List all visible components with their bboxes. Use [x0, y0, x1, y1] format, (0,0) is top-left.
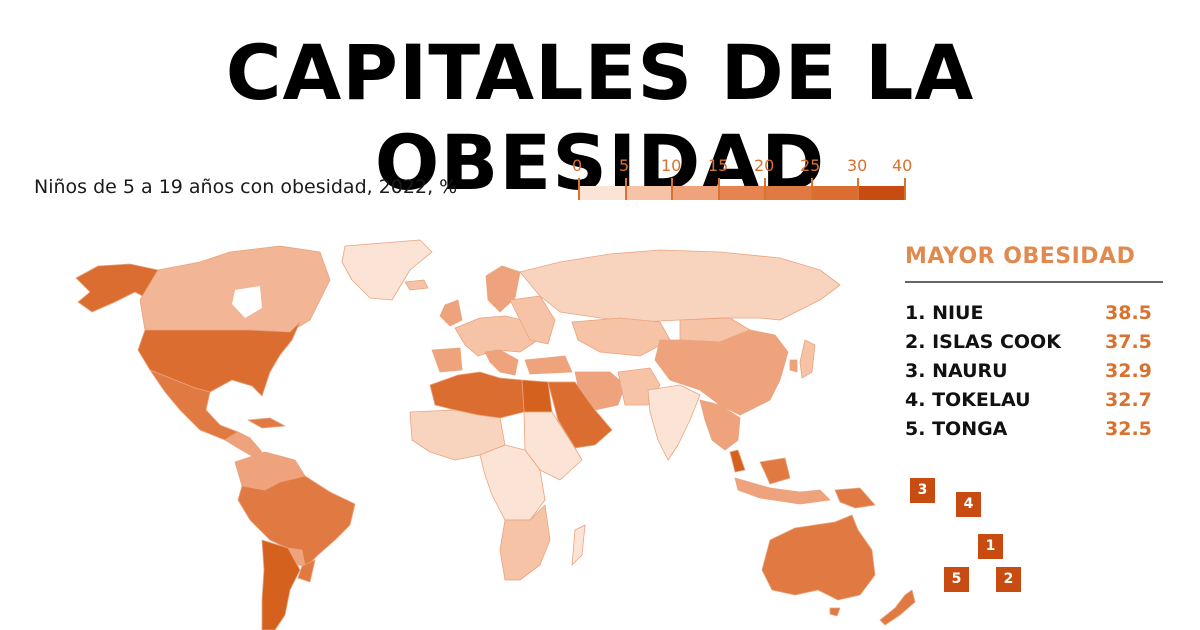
- obesity-value: 32.5: [1105, 418, 1152, 440]
- region-russia: [519, 249, 841, 323]
- legend-label-40: 40: [892, 156, 913, 175]
- legend-label-10: 10: [661, 156, 682, 175]
- region-new-zealand: [879, 589, 916, 626]
- obesity-value: 37.5: [1105, 331, 1152, 353]
- legend-tick: [718, 178, 720, 200]
- legend-tick: [811, 178, 813, 200]
- legend-tick: [578, 178, 580, 200]
- ranking-list: 1. NIUE 38.5 2. ISLAS COOK 37.5 3. NAURU…: [905, 299, 1163, 444]
- region-alaska: [75, 263, 159, 313]
- ranking-item: 5. TONGA 32.5: [905, 415, 1163, 444]
- country-name: TOKELAU: [932, 389, 1031, 411]
- legend-tick: [671, 178, 673, 200]
- region-mexico: [149, 369, 239, 441]
- region-madagascar: [571, 524, 586, 566]
- legend-bin-30-40: [857, 186, 905, 200]
- badge-nauru: 3: [910, 478, 935, 503]
- region-southern-cone: [261, 539, 301, 630]
- legend-label-15: 15: [708, 156, 729, 175]
- region-japan: [799, 339, 816, 379]
- obesity-value: 32.7: [1105, 389, 1152, 411]
- legend-label-25: 25: [800, 156, 821, 175]
- badge-islas-cook: 2: [996, 567, 1021, 592]
- region-greenland: [341, 239, 433, 301]
- region-australia: [761, 514, 876, 601]
- region-arabian-peninsula: [547, 381, 613, 449]
- legend-color-bar: [578, 186, 905, 200]
- region-southern-africa: [499, 504, 551, 581]
- ranking-item: 3. NAURU 32.9: [905, 357, 1163, 386]
- region-canada: [139, 245, 331, 333]
- region-papua: [834, 487, 876, 509]
- country-name: NIUE: [932, 302, 984, 324]
- rank-number: 4.: [905, 389, 926, 411]
- panel-title: MAYOR OBESIDAD: [905, 244, 1136, 269]
- region-turkey: [524, 355, 573, 375]
- legend-bin-25-30: [811, 186, 857, 200]
- legend-tick: [857, 178, 859, 200]
- region-central-america: [224, 431, 263, 457]
- map-subtitle: Niños de 5 a 19 años con obesidad, 2022,…: [34, 176, 458, 198]
- region-south-america-central: [237, 475, 356, 569]
- legend-bin-10-15: [671, 186, 718, 200]
- region-egypt: [521, 379, 553, 413]
- page-title: CAPITALES DE LA OBESIDAD: [225, 28, 975, 207]
- region-southeast-asia: [699, 399, 741, 451]
- obesity-value: 38.5: [1105, 302, 1152, 324]
- region-western-europe: [454, 315, 539, 357]
- region-china: [654, 329, 789, 416]
- badge-niue: 1: [978, 534, 1003, 559]
- world-choropleth-map: [75, 239, 916, 630]
- legend-bin-5-10: [625, 186, 671, 200]
- badge-tokelau: 4: [956, 492, 981, 517]
- legend-label-5: 5: [619, 156, 630, 175]
- ranking-item: 2. ISLAS COOK 37.5: [905, 328, 1163, 357]
- legend-bin-20-25: [764, 186, 811, 200]
- rank-number: 1.: [905, 302, 926, 324]
- region-korea: [789, 359, 798, 373]
- rank-number: 5.: [905, 418, 926, 440]
- region-central-africa: [479, 444, 546, 521]
- region-borneo: [759, 457, 791, 485]
- legend-bin-15-20: [718, 186, 764, 200]
- region-india: [647, 384, 701, 461]
- region-italy-balkans: [484, 349, 519, 376]
- ranking-item: 4. TOKELAU 32.7: [905, 386, 1163, 415]
- region-iceland: [404, 279, 429, 291]
- region-uk-ireland: [439, 299, 463, 327]
- rank-number: 2.: [905, 331, 926, 353]
- legend-bin-0-5: [578, 186, 625, 200]
- country-name: ISLAS COOK: [932, 331, 1061, 353]
- top-obesity-panel: MAYOR OBESIDAD 1. NIUE 38.5 2. ISLAS COO…: [905, 244, 1163, 444]
- country-name: NAURU: [932, 360, 1008, 382]
- region-malaysia: [729, 449, 746, 473]
- ranking-item: 1. NIUE 38.5: [905, 299, 1163, 328]
- region-iberia: [431, 347, 463, 373]
- panel-divider: [905, 281, 1163, 283]
- obesity-value: 32.9: [1105, 360, 1152, 382]
- legend-label-30: 30: [847, 156, 868, 175]
- legend-tick: [764, 178, 766, 200]
- region-uruguay: [297, 559, 316, 583]
- country-name: TONGA: [932, 418, 1008, 440]
- region-indonesia: [734, 477, 831, 505]
- legend-label-0: 0: [572, 156, 583, 175]
- region-caribbean: [247, 417, 286, 429]
- legend-tick: [904, 178, 906, 200]
- region-central-asia: [571, 317, 671, 357]
- region-tasmania: [829, 607, 841, 617]
- legend-label-20: 20: [754, 156, 775, 175]
- badge-tonga: 5: [944, 567, 969, 592]
- legend-tick: [625, 178, 627, 200]
- rank-number: 3.: [905, 360, 926, 382]
